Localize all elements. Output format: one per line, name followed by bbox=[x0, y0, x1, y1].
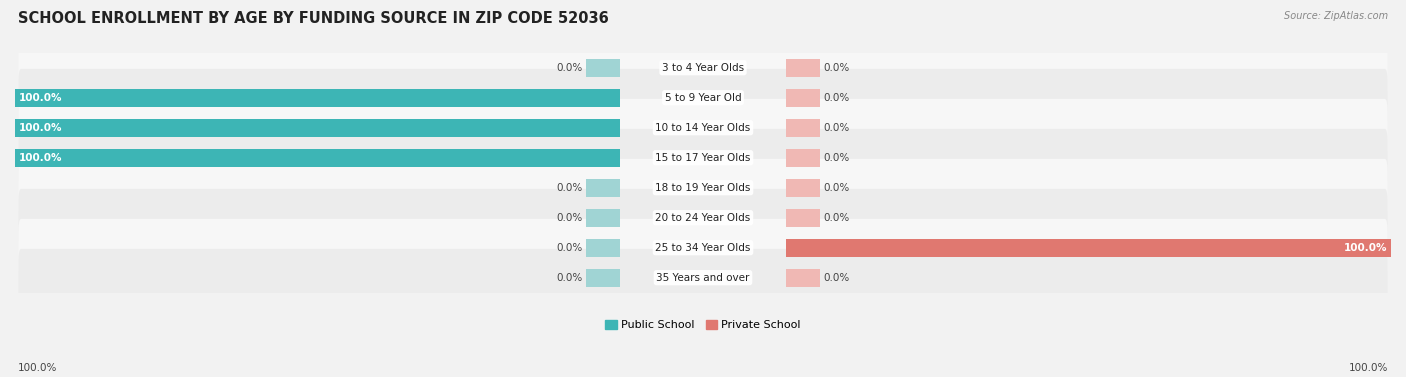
Text: 0.0%: 0.0% bbox=[557, 273, 582, 283]
Bar bbox=[15, 119, 620, 137]
Text: 0.0%: 0.0% bbox=[824, 183, 849, 193]
Text: 100.0%: 100.0% bbox=[18, 153, 62, 163]
Text: 0.0%: 0.0% bbox=[824, 273, 849, 283]
Bar bbox=[786, 149, 820, 167]
Text: 0.0%: 0.0% bbox=[824, 153, 849, 163]
Text: 0.0%: 0.0% bbox=[824, 93, 849, 103]
Text: 100.0%: 100.0% bbox=[18, 93, 62, 103]
Text: 18 to 19 Year Olds: 18 to 19 Year Olds bbox=[655, 183, 751, 193]
Text: 35 Years and over: 35 Years and over bbox=[657, 273, 749, 283]
Bar bbox=[786, 179, 820, 197]
Text: 0.0%: 0.0% bbox=[824, 123, 849, 133]
Bar bbox=[786, 119, 820, 137]
Bar bbox=[586, 269, 620, 287]
Text: Source: ZipAtlas.com: Source: ZipAtlas.com bbox=[1284, 11, 1388, 21]
Text: 0.0%: 0.0% bbox=[557, 243, 582, 253]
Text: 15 to 17 Year Olds: 15 to 17 Year Olds bbox=[655, 153, 751, 163]
Bar bbox=[15, 149, 620, 167]
Bar bbox=[586, 239, 620, 257]
Bar bbox=[786, 269, 820, 287]
Text: 0.0%: 0.0% bbox=[557, 213, 582, 223]
Text: 20 to 24 Year Olds: 20 to 24 Year Olds bbox=[655, 213, 751, 223]
FancyBboxPatch shape bbox=[18, 249, 1388, 307]
Text: 100.0%: 100.0% bbox=[18, 363, 58, 373]
Bar bbox=[786, 239, 1391, 257]
Text: 0.0%: 0.0% bbox=[557, 63, 582, 73]
FancyBboxPatch shape bbox=[18, 219, 1388, 276]
Bar bbox=[786, 89, 820, 107]
Bar bbox=[786, 59, 820, 77]
Text: 100.0%: 100.0% bbox=[18, 123, 62, 133]
Text: 5 to 9 Year Old: 5 to 9 Year Old bbox=[665, 93, 741, 103]
Bar bbox=[586, 209, 620, 227]
FancyBboxPatch shape bbox=[18, 129, 1388, 187]
FancyBboxPatch shape bbox=[18, 39, 1388, 97]
Text: 3 to 4 Year Olds: 3 to 4 Year Olds bbox=[662, 63, 744, 73]
FancyBboxPatch shape bbox=[18, 69, 1388, 127]
Text: 100.0%: 100.0% bbox=[1348, 363, 1388, 373]
Text: SCHOOL ENROLLMENT BY AGE BY FUNDING SOURCE IN ZIP CODE 52036: SCHOOL ENROLLMENT BY AGE BY FUNDING SOUR… bbox=[18, 11, 609, 26]
Bar bbox=[15, 89, 620, 107]
FancyBboxPatch shape bbox=[18, 159, 1388, 216]
Text: 25 to 34 Year Olds: 25 to 34 Year Olds bbox=[655, 243, 751, 253]
Text: 10 to 14 Year Olds: 10 to 14 Year Olds bbox=[655, 123, 751, 133]
Bar bbox=[786, 209, 820, 227]
Text: 0.0%: 0.0% bbox=[824, 63, 849, 73]
Legend: Public School, Private School: Public School, Private School bbox=[606, 320, 800, 330]
Bar bbox=[586, 179, 620, 197]
FancyBboxPatch shape bbox=[18, 189, 1388, 247]
Text: 100.0%: 100.0% bbox=[1344, 243, 1388, 253]
Text: 0.0%: 0.0% bbox=[557, 183, 582, 193]
Text: 0.0%: 0.0% bbox=[824, 213, 849, 223]
FancyBboxPatch shape bbox=[18, 99, 1388, 156]
Bar bbox=[586, 59, 620, 77]
